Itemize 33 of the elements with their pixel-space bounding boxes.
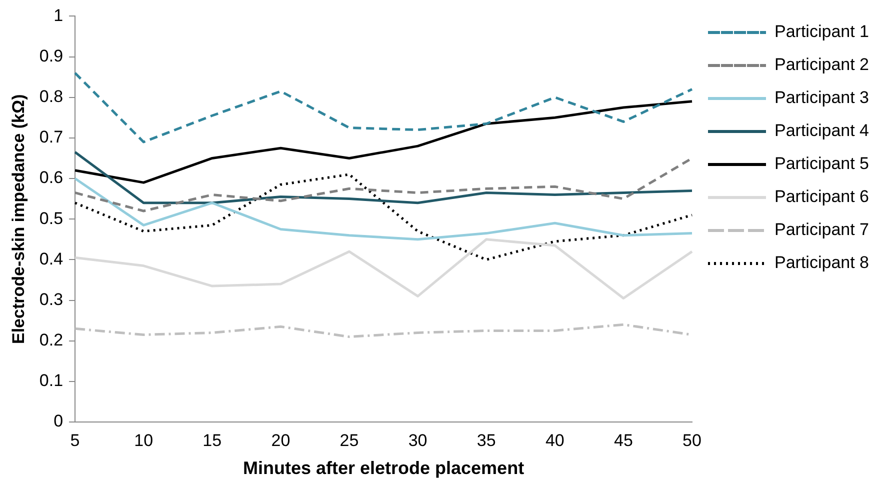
x-axis-title: Minutes after eletrode placement (242, 458, 524, 478)
x-tick-label: 25 (340, 430, 359, 450)
line-series (74, 72, 694, 144)
legend-label: Participant 6 (774, 187, 870, 206)
legend-label: Participant 5 (774, 154, 870, 174)
x-tick-label: 5 (70, 430, 80, 450)
x-tick-label: 10 (134, 430, 154, 450)
y-tick-label: 1 (54, 6, 64, 25)
x-tick-label: 30 (408, 430, 428, 450)
y-tick-label: 0.4 (39, 249, 64, 268)
y-tick-label: 0.9 (39, 46, 64, 66)
x-tick-label: 45 (614, 430, 633, 450)
y-tick-label: 0 (54, 412, 64, 431)
legend-label: Participant 3 (774, 88, 870, 108)
legend-label: Participant 2 (774, 55, 870, 74)
y-axis-title: Electrode-skin impedance (kΩ) (8, 94, 28, 344)
y-tick-label: 0.2 (39, 330, 64, 350)
legend-label: Participant 4 (774, 121, 870, 140)
x-tick-label: 50 (682, 430, 702, 450)
legend-label: Participant 1 (774, 22, 870, 42)
x-tick-label: 35 (476, 430, 496, 450)
legend-label: Participant 8 (774, 253, 870, 272)
x-tick-label: 15 (202, 430, 222, 450)
y-tick-label: 0.8 (39, 87, 64, 106)
x-tick-label: 40 (545, 430, 564, 450)
line-series (74, 173, 694, 261)
x-tick-label: 20 (271, 430, 290, 450)
y-tick-label: 0.1 (39, 371, 64, 390)
y-tick-label: 0.3 (39, 290, 64, 309)
legend-label: Participant 7 (774, 220, 870, 240)
y-tick-label: 0.6 (39, 168, 64, 188)
y-tick-label: 0.7 (39, 128, 64, 147)
y-tick-label: 0.5 (39, 208, 64, 228)
